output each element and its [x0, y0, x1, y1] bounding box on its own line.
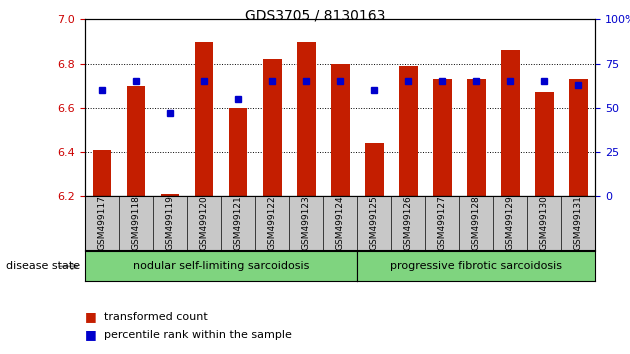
- Bar: [161, 194, 180, 196]
- Bar: [297, 41, 316, 196]
- Text: GSM499119: GSM499119: [166, 195, 175, 251]
- Text: GSM499129: GSM499129: [506, 196, 515, 250]
- Bar: [229, 108, 248, 196]
- Text: GSM499127: GSM499127: [438, 196, 447, 250]
- Text: GSM499130: GSM499130: [540, 195, 549, 251]
- Text: percentile rank within the sample: percentile rank within the sample: [104, 330, 292, 339]
- Text: GSM499125: GSM499125: [370, 196, 379, 250]
- Bar: [535, 92, 554, 196]
- Bar: [467, 79, 486, 196]
- Text: GSM499128: GSM499128: [472, 196, 481, 250]
- Text: ■: ■: [85, 310, 97, 323]
- Text: GSM499124: GSM499124: [336, 196, 345, 250]
- Bar: [195, 41, 214, 196]
- Text: GSM499131: GSM499131: [574, 195, 583, 251]
- Text: GSM499121: GSM499121: [234, 196, 243, 250]
- Text: GSM499126: GSM499126: [404, 196, 413, 250]
- Text: GSM499122: GSM499122: [268, 196, 277, 250]
- Text: ■: ■: [85, 328, 97, 341]
- Bar: [331, 64, 350, 196]
- Bar: [433, 79, 452, 196]
- Text: transformed count: transformed count: [104, 312, 208, 322]
- Bar: [127, 86, 146, 196]
- Bar: [501, 50, 520, 196]
- Text: GSM499123: GSM499123: [302, 196, 311, 250]
- Bar: [399, 66, 418, 196]
- Text: GSM499118: GSM499118: [132, 195, 140, 251]
- Text: GSM499117: GSM499117: [98, 195, 106, 251]
- Text: GSM499120: GSM499120: [200, 196, 209, 250]
- Text: GDS3705 / 8130163: GDS3705 / 8130163: [245, 9, 385, 23]
- Text: nodular self-limiting sarcoidosis: nodular self-limiting sarcoidosis: [133, 261, 309, 272]
- Bar: [93, 150, 112, 196]
- Bar: [263, 59, 282, 196]
- Bar: [365, 143, 384, 196]
- Bar: [569, 79, 588, 196]
- Text: progressive fibrotic sarcoidosis: progressive fibrotic sarcoidosis: [390, 261, 563, 272]
- Text: disease state: disease state: [6, 261, 81, 272]
